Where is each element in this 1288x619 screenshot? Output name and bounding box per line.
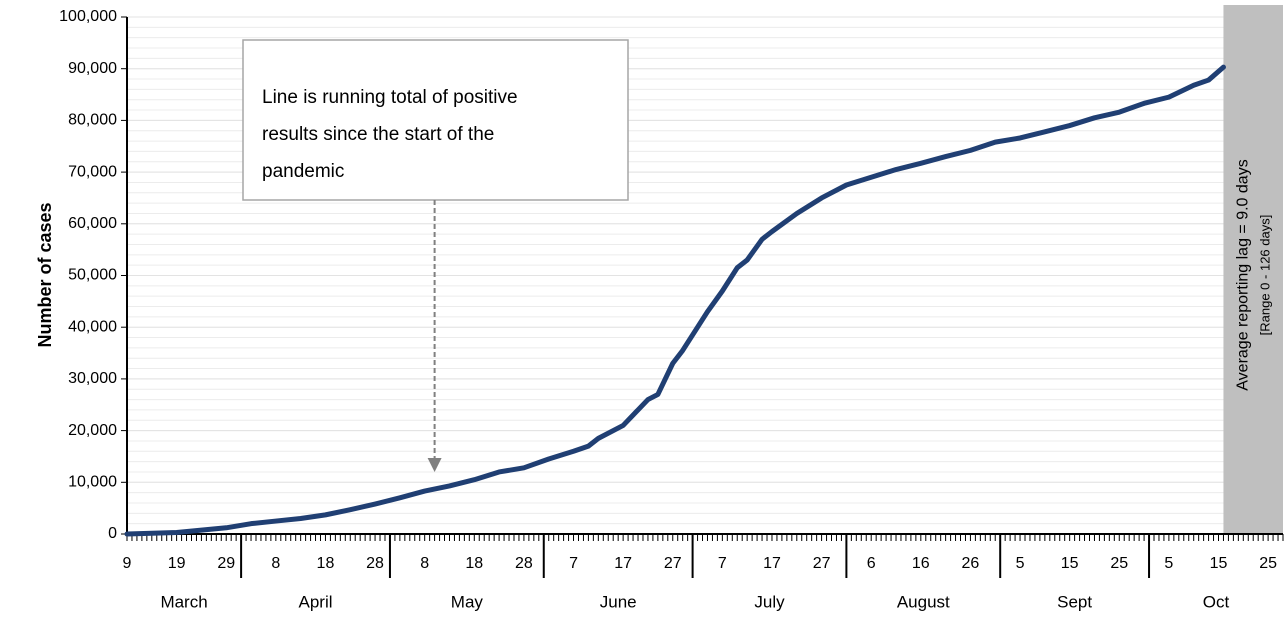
x-tick-label: 18 [465, 555, 483, 572]
x-tick-label: 26 [962, 555, 980, 572]
y-tick-label: 80,000 [68, 112, 117, 129]
shade-subtext: [Range 0 - 126 days] [1258, 215, 1273, 336]
month-label: March [160, 592, 207, 611]
month-label: May [451, 592, 484, 611]
x-tick-label: 29 [217, 555, 235, 572]
x-tick-label: 27 [664, 555, 682, 572]
x-tick-label: 16 [912, 555, 930, 572]
y-tick-label: 30,000 [68, 370, 117, 387]
x-tick-label: 15 [1061, 555, 1079, 572]
shade-text: Average reporting lag = 9.0 days [1234, 159, 1251, 390]
x-tick-label: 5 [1164, 555, 1173, 572]
x-tick-label: 7 [569, 555, 578, 572]
x-tick-label: 5 [1016, 555, 1025, 572]
x-tick-label: 9 [123, 555, 132, 572]
x-tick-label: 28 [366, 555, 384, 572]
y-tick-label: 60,000 [68, 215, 117, 232]
x-tick-label: 8 [271, 555, 280, 572]
x-tick-label: 6 [867, 555, 876, 572]
month-label: Sept [1057, 592, 1092, 611]
y-tick-label: 20,000 [68, 422, 117, 439]
x-tick-label: 28 [515, 555, 533, 572]
month-label: July [754, 592, 785, 611]
y-tick-label: 0 [108, 525, 117, 542]
annotation-box [242, 39, 629, 201]
annotation-text: pandemic [262, 161, 344, 182]
x-tick-label: 19 [168, 555, 186, 572]
y-axis-label: Number of cases [35, 202, 55, 347]
month-label: August [897, 592, 950, 611]
x-tick-label: 15 [1210, 555, 1228, 572]
day-ticks [126, 534, 1284, 541]
y-tick-label: 70,000 [68, 163, 117, 180]
y-tick-label: 100,000 [59, 8, 117, 25]
month-label: June [600, 592, 637, 611]
x-tick-label: 25 [1110, 555, 1128, 572]
annotation-text: Line is running total of positive [262, 87, 518, 108]
y-tick-label: 10,000 [68, 474, 117, 491]
month-label: April [299, 592, 333, 611]
x-tick-label: 7 [718, 555, 727, 572]
x-tick-label: 25 [1259, 555, 1277, 572]
annotation-text: results since the start of the [262, 124, 494, 145]
month-label: Oct [1203, 592, 1230, 611]
x-tick-label: 8 [420, 555, 429, 572]
y-tick-label: 40,000 [68, 318, 117, 335]
series-line [124, 64, 1226, 537]
x-tick-label: 27 [813, 555, 831, 572]
annotation-arrowhead [427, 457, 442, 472]
y-tick-label: 90,000 [68, 60, 117, 77]
x-tick-label: 17 [614, 555, 632, 572]
x-tick-label: 18 [317, 555, 335, 572]
reporting-lag-shade [1223, 5, 1283, 534]
y-tick-label: 50,000 [68, 267, 117, 284]
x-tick-label: 17 [763, 555, 781, 572]
